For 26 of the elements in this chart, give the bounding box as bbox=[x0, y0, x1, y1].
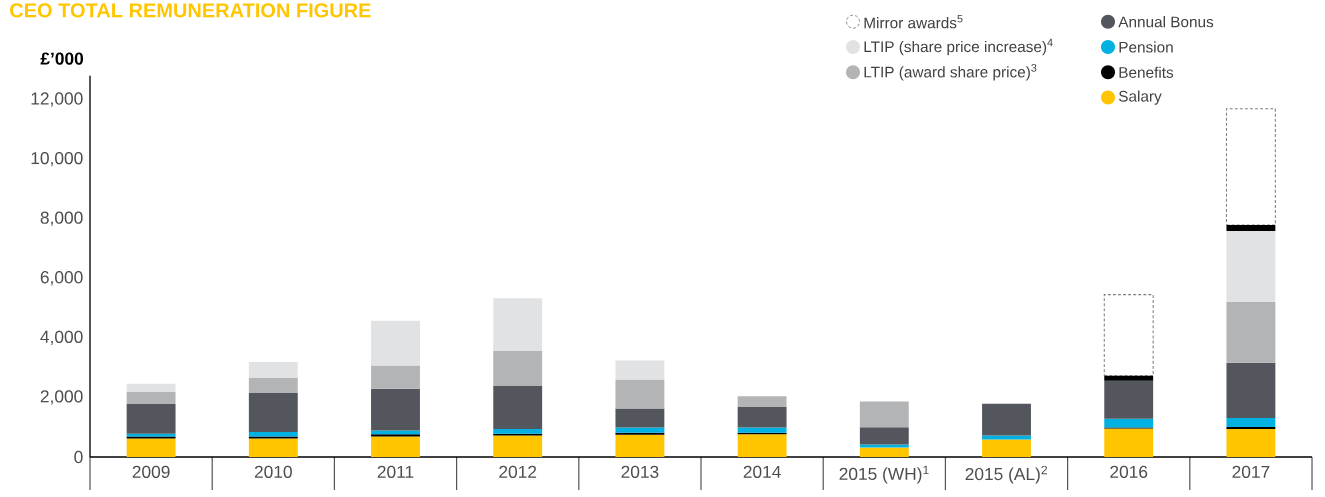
x-tick-label: 2014 bbox=[743, 465, 781, 478]
x-tick-label: 2013 bbox=[621, 465, 659, 478]
x-tick-label: 2015 (AL)$^{2}$ bbox=[965, 465, 1047, 484]
y-tick-label: 12,000 bbox=[31, 92, 83, 107]
y-tick-label: 4,000 bbox=[40, 330, 83, 345]
legend-label: Mirror awards$^{5}$ bbox=[864, 15, 963, 29]
x-tick-label: 2010 bbox=[254, 465, 292, 478]
y-tick-label: 0 bbox=[74, 450, 83, 464]
y-axis-title: £’000 bbox=[40, 52, 84, 65]
x-tick-label: 2017 bbox=[1232, 465, 1270, 478]
legend-label: Annual Bonus bbox=[1118, 16, 1214, 28]
x-tick-label: 2015 (WH)$^{1}$ bbox=[839, 465, 929, 484]
x-tick-label: 2011 bbox=[377, 465, 414, 478]
x-tick-label: 2009 bbox=[132, 465, 170, 478]
y-tick-label: 10,000 bbox=[31, 151, 83, 167]
legend-label: Salary bbox=[1118, 90, 1162, 105]
y-tick-label: 8,000 bbox=[40, 211, 83, 226]
legend-label: Benefits bbox=[1119, 66, 1174, 78]
legend-label: LTIP (award share price)$^{3}$ bbox=[864, 64, 1037, 81]
x-tick-label: 2012 bbox=[499, 465, 537, 478]
x-tick-label: 2016 bbox=[1110, 465, 1148, 478]
legend-label: LTIP (share price increase)$^{4}$ bbox=[864, 38, 1053, 56]
y-tick-label: 2,000 bbox=[40, 390, 83, 405]
y-tick-label: 6,000 bbox=[40, 271, 83, 286]
chart-title: CEO TOTAL REMUNERATION FIGURE bbox=[10, 3, 371, 18]
legend-label: Pension bbox=[1119, 41, 1173, 53]
